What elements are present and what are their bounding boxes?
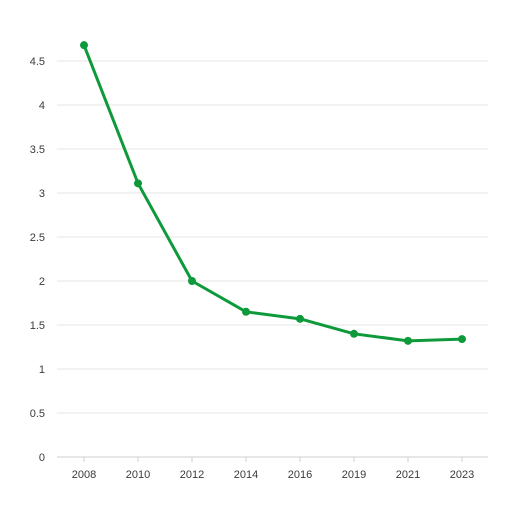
data-point[interactable]: [296, 314, 304, 323]
data-point[interactable]: [242, 307, 250, 316]
y-tick-label: 2: [39, 276, 45, 288]
y-tick-label: 0: [39, 452, 45, 464]
data-point[interactable]: [404, 336, 412, 345]
x-tick-label: 2016: [288, 469, 312, 481]
y-axis: 0 0.5 1 1.5 2 2.5 3 3.5 4 4.5: [30, 56, 45, 464]
y-tick-label: 3: [39, 188, 45, 200]
y-tick-label: 4.5: [30, 56, 45, 68]
data-point[interactable]: [458, 335, 466, 344]
data-point[interactable]: [188, 277, 196, 285]
data-point[interactable]: [80, 41, 88, 50]
data-point[interactable]: [350, 329, 358, 338]
x-tick-label: 2019: [342, 469, 366, 481]
y-tick-label: 1: [39, 364, 45, 376]
gridlines: [57, 60, 488, 414]
series-group: [80, 41, 466, 345]
x-tick-label: 2008: [72, 469, 96, 481]
x-tick-label: 2012: [180, 469, 204, 481]
y-tick-label: 2.5: [30, 232, 45, 244]
x-tick-label: 2023: [450, 469, 474, 481]
x-axis: 2008 2010 2012 2014 2016 2019 2021 2023: [57, 456, 488, 481]
x-tick-label: 2021: [396, 469, 420, 481]
y-tick-label: 1.5: [30, 320, 45, 332]
series-line: [82, 43, 464, 343]
y-tick-label: 0.5: [30, 408, 45, 420]
y-tick-label: 4: [39, 100, 45, 112]
y-tick-label: 3.5: [30, 144, 45, 156]
data-point[interactable]: [134, 179, 142, 188]
x-tick-label: 2010: [126, 469, 150, 481]
x-tick-label: 2014: [234, 469, 258, 481]
